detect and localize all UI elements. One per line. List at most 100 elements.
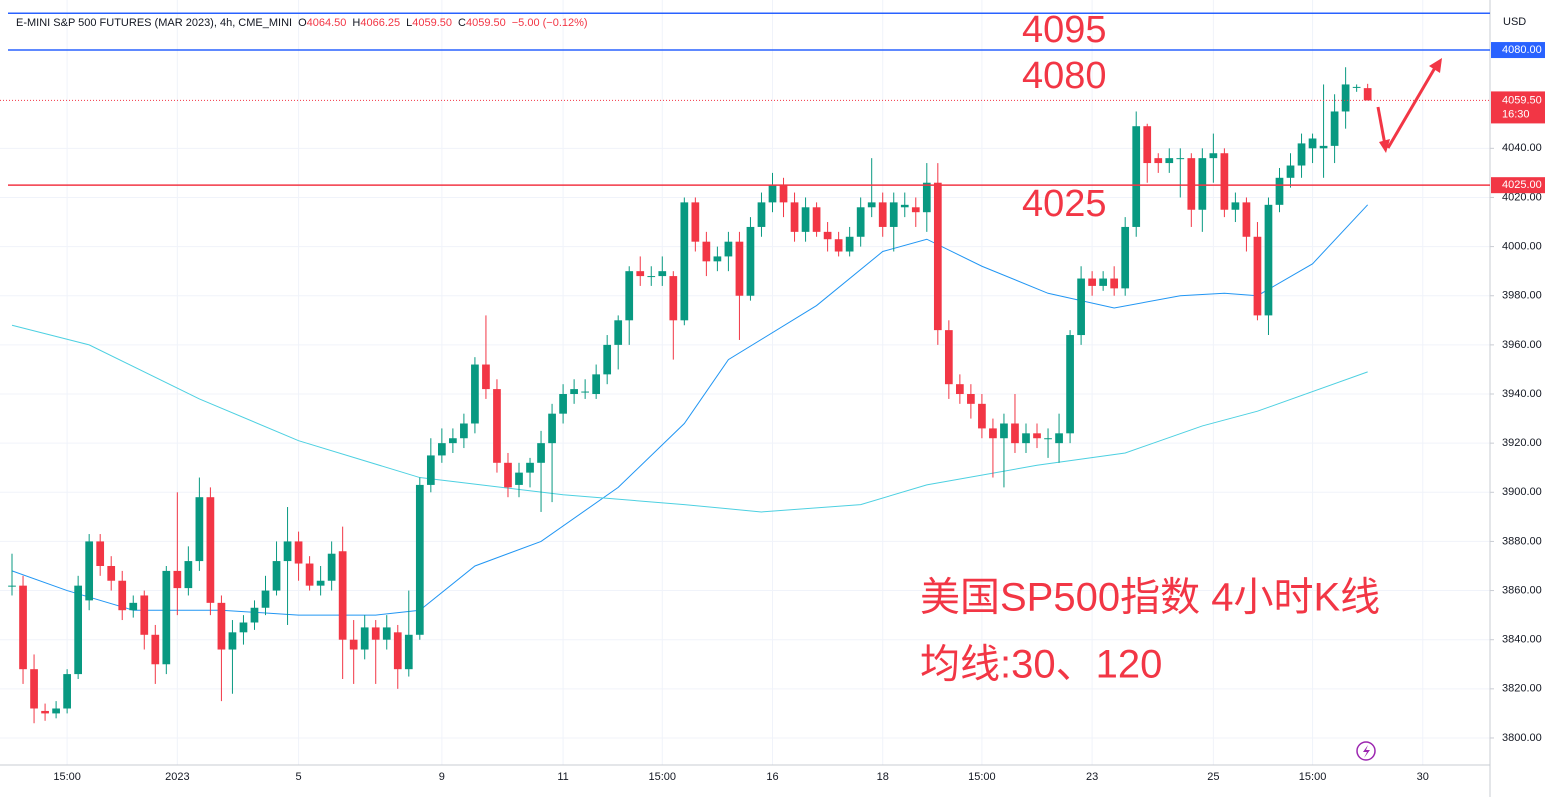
ohlc-key: L [406, 17, 412, 29]
y-tick-label: 3960.00 [1502, 339, 1542, 351]
candle-body [1132, 126, 1141, 227]
candle-body [1154, 158, 1163, 164]
candle-body [1044, 438, 1052, 440]
x-tick-label: 5 [296, 771, 302, 783]
candle-body [349, 639, 358, 650]
candle-body [1198, 158, 1207, 210]
candle-body [757, 202, 766, 227]
candle-body [41, 710, 49, 714]
x-tick-label: 30 [1417, 771, 1429, 783]
level-tag [1491, 177, 1545, 194]
candle-body [978, 403, 986, 429]
candle-body [967, 394, 975, 404]
candle-body [338, 551, 347, 640]
y-tick-label: 4000.00 [1502, 241, 1542, 253]
lightning-glyph [1363, 745, 1370, 758]
candle-body [1264, 204, 1273, 316]
candle-body [779, 185, 788, 203]
candle-body [449, 438, 457, 444]
ohlc-value: 4064.50 [307, 17, 347, 29]
y-tick-label: 3900.00 [1502, 486, 1542, 498]
annotation: 4080 [1022, 55, 1107, 97]
ohlc-key: C [458, 17, 466, 29]
annotation: 4095 [1022, 9, 1107, 51]
candle-body [911, 207, 920, 213]
candle-body [140, 595, 149, 635]
x-tick-label: 15:00 [53, 771, 81, 783]
y-tick-label: 3840.00 [1502, 634, 1542, 646]
header-line: E-MINI S&P 500 FUTURES (MAR 2023), 4h, C… [16, 17, 588, 29]
header: E-MINI S&P 500 FUTURES (MAR 2023), 4h, C… [16, 17, 588, 29]
candle-body [768, 185, 777, 203]
last-price-time: 16:30 [1502, 108, 1530, 120]
candle-body [680, 202, 689, 321]
candle-body [1143, 126, 1152, 164]
candle-body [206, 497, 215, 603]
x-tick-label: 9 [439, 771, 445, 783]
candle-body [482, 364, 490, 390]
moving-average [11, 204, 1369, 616]
candle-body [989, 428, 997, 439]
candle-body [526, 462, 534, 473]
arrows [1376, 58, 1442, 153]
candle-body [867, 202, 876, 208]
arrow-head [1429, 58, 1442, 73]
ohlc-value: 4059.50 [412, 17, 452, 29]
level-tag [1491, 42, 1545, 59]
y-tick-label: 3880.00 [1502, 535, 1542, 547]
candle-body [327, 553, 336, 581]
candle-body [404, 634, 413, 670]
candle-body [393, 632, 402, 670]
candle-body [305, 563, 314, 586]
candle-body [944, 330, 953, 385]
arrow-down [1376, 106, 1387, 146]
x-tick-label: 15:00 [649, 771, 677, 783]
candle-body [52, 708, 60, 714]
last-price-label: 4059.50 [1502, 94, 1542, 106]
candle-body [713, 256, 722, 262]
candle-body [8, 585, 16, 587]
note: 均线:30、120 [920, 643, 1162, 687]
change: −5.00 (−0.12%) [512, 17, 588, 29]
candle-body [636, 271, 645, 277]
ohlc-value: 4066.25 [360, 17, 400, 29]
candle-body [812, 207, 821, 232]
level-tag-label: 4025.00 [1502, 179, 1542, 191]
ohlc-value: 4059.50 [466, 17, 506, 29]
last-price-tag [1491, 91, 1545, 124]
y-tick-label: 3820.00 [1502, 683, 1542, 695]
candle-body [1242, 202, 1251, 237]
candle-body [1165, 158, 1174, 164]
candle-body [1220, 153, 1229, 210]
candle-body [856, 207, 865, 237]
candle-body [559, 394, 567, 414]
candle-body [592, 374, 601, 395]
x-tick-label: 15:00 [1299, 771, 1327, 783]
candle-body [537, 443, 545, 463]
candle-body [162, 570, 171, 665]
candle-body [647, 276, 656, 278]
candle-body [1308, 138, 1317, 149]
candle-body [1077, 278, 1085, 336]
candle-body [1099, 278, 1108, 286]
candle-body [1110, 278, 1119, 289]
y-tick-label: 3940.00 [1502, 388, 1542, 400]
lightning-icon[interactable] [1356, 741, 1376, 761]
candle-body [834, 239, 843, 252]
candle-body [1121, 226, 1130, 289]
candle-body [118, 580, 127, 611]
level-tag-label: 4080.00 [1502, 44, 1542, 56]
candle-body [823, 231, 832, 240]
candle-body [1209, 153, 1218, 159]
candle-body [1286, 165, 1295, 178]
candle-body [691, 202, 700, 242]
candle-body [1253, 236, 1262, 316]
candle-body [1055, 433, 1063, 444]
arrow-up [1386, 65, 1438, 149]
x-tick-label: 18 [877, 771, 889, 783]
candle-body [316, 580, 325, 586]
candle-body [74, 585, 83, 675]
candle-body [1363, 88, 1372, 101]
